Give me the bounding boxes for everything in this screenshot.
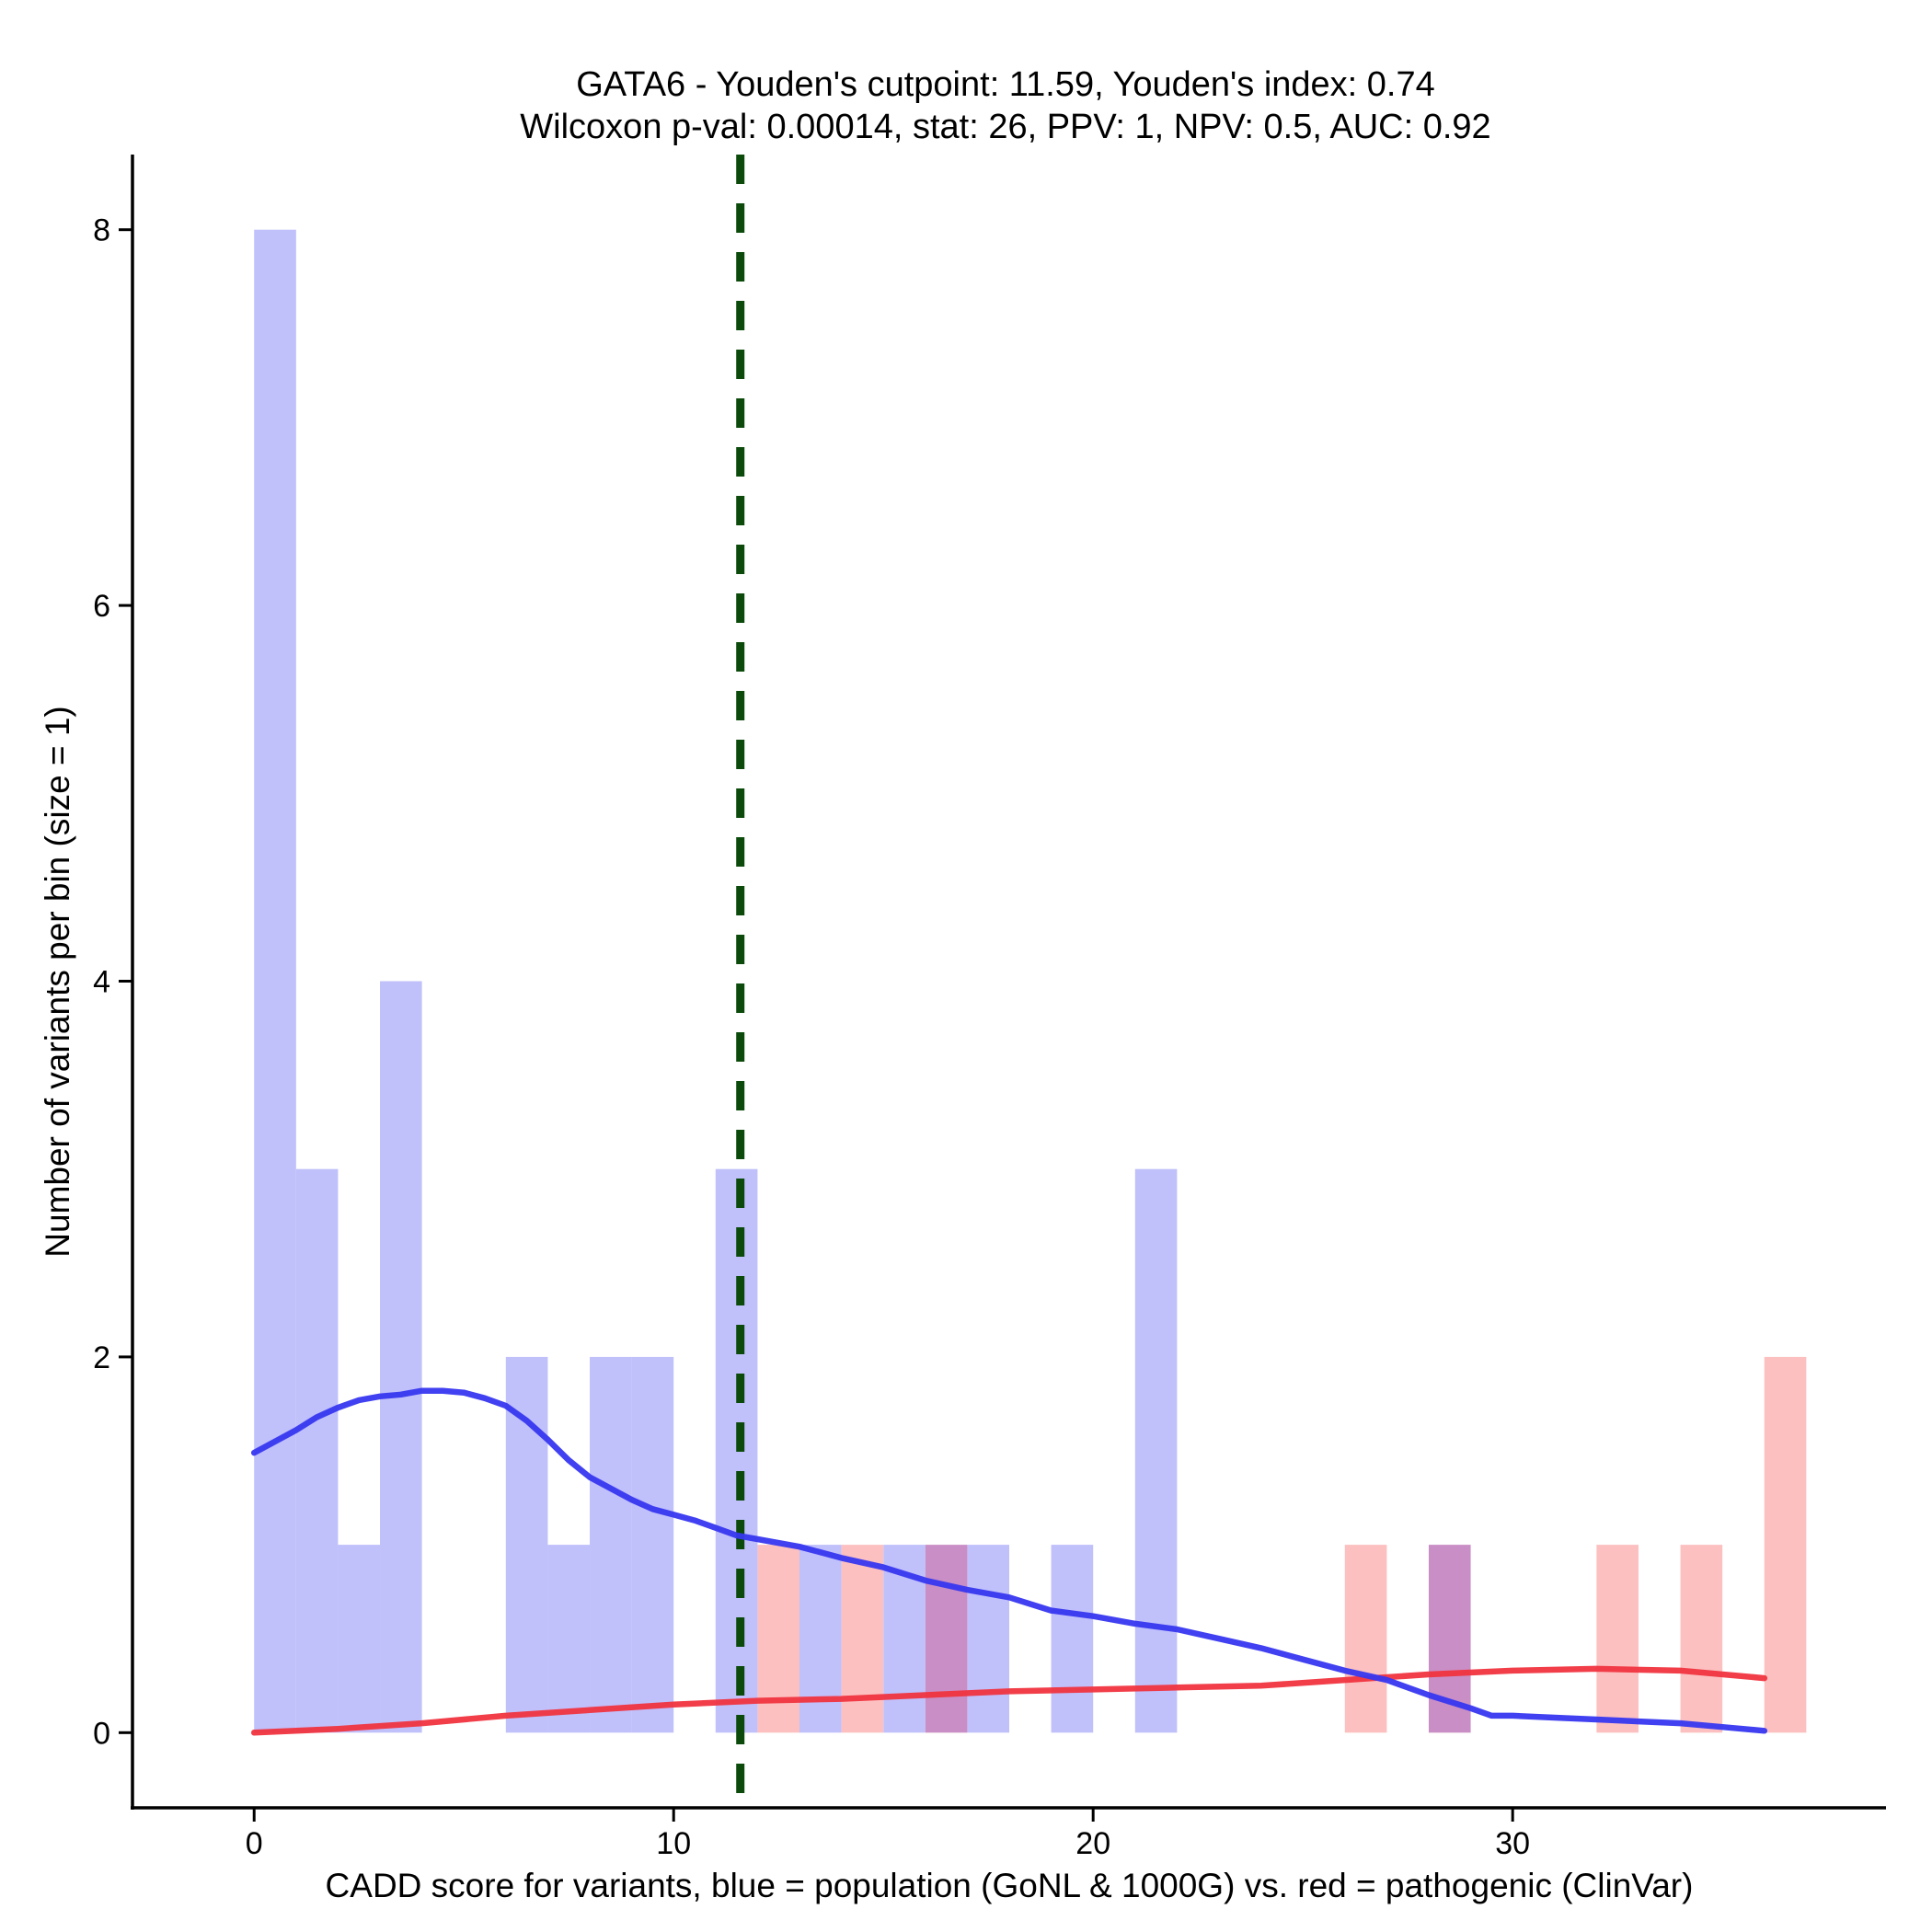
y-tick-label: 4 [93,965,110,1000]
pathogenic-bar [1680,1545,1723,1733]
population-bar [295,1168,339,1733]
x-tick-label: 20 [1075,1826,1110,1861]
axis-ticks: 0 10 20 30 0 2 4 6 8 [93,213,1530,1861]
x-tick-label: 10 [656,1826,691,1861]
pathogenic-bar [841,1545,884,1733]
population-bar [967,1545,1009,1733]
population-bar [338,1545,381,1733]
density-curves [250,1387,1768,1736]
pathogenic-density-line [250,1665,1768,1736]
y-tick-label: 0 [93,1716,110,1751]
population-density-line [250,1387,1768,1734]
y-axis-label: Number of variants per bin (size = 1) [39,706,76,1257]
overlap-bar [925,1545,968,1733]
chart-title-line-2: Wilcoxon p-val: 0.00014, stat: 26, PPV: … [520,108,1490,146]
pathogenic-bar [1596,1545,1639,1733]
pathogenic-bar [1344,1545,1387,1733]
population-bar [799,1545,842,1733]
pathogenic-bar [1764,1356,1807,1733]
chart-title-line-1: GATA6 - Youden's cutpoint: 11.59, Youden… [576,65,1435,104]
y-tick-label: 8 [93,213,110,248]
population-bar [380,981,422,1733]
pathogenic-bar [757,1545,800,1733]
y-tick-label: 6 [93,589,110,624]
y-tick-label: 2 [93,1340,110,1375]
population-bar [547,1545,591,1733]
x-axis-label: CADD score for variants, blue = populati… [326,1867,1694,1904]
population-bar [1051,1545,1094,1733]
population-bar [254,229,296,1733]
population-bar [590,1356,632,1733]
x-tick-label: 30 [1495,1826,1530,1861]
x-tick-label: 0 [246,1826,263,1861]
population-bar [631,1356,674,1733]
histogram-bars [254,229,1807,1733]
population-bar [1134,1168,1178,1733]
